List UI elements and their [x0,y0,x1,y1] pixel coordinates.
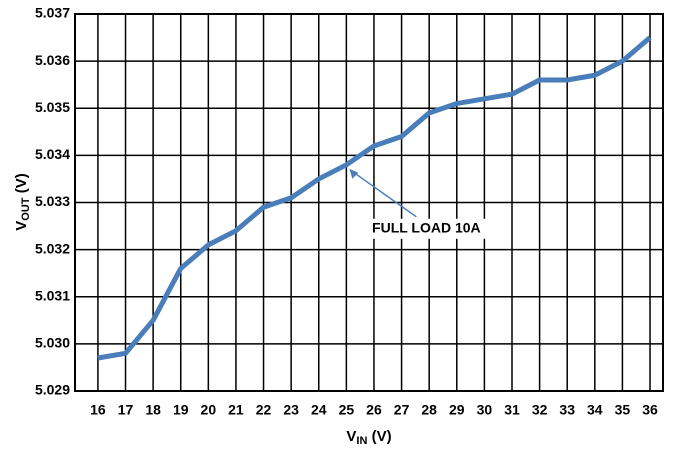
x-tick-label: 26 [366,402,382,418]
x-tick-label: 20 [201,402,217,418]
y-label-sub: OUT [20,197,32,221]
y-label-unit: (V) [13,173,30,197]
y-tick-label: 5.033 [35,193,70,209]
y-tick-label: 5.032 [35,240,70,256]
x-tick-label: 19 [173,402,189,418]
annotation: FULL LOAD 10A [372,220,481,236]
x-tick-label: 36 [642,402,658,418]
x-tick-label: 22 [256,402,272,418]
x-tick-label: 16 [90,402,106,418]
y-tick-label: 5.035 [35,99,70,115]
annotation-arrow [350,170,417,218]
y-tick-label: 5.036 [35,52,70,68]
x-tick-label: 18 [145,402,161,418]
x-tick-label: 34 [587,402,603,418]
x-label-sub: IN [356,435,367,447]
x-tick-label: 25 [339,402,355,418]
y-tick-label: 5.030 [35,335,70,351]
x-tick-label: 32 [532,402,548,418]
y-tick-label: 5.037 [35,5,70,21]
x-tick-label: 17 [118,402,134,418]
y-tick-label: 5.034 [35,146,70,162]
data-line [97,35,652,361]
x-tick-label: 24 [311,402,327,418]
x-tick-label: 23 [283,402,299,418]
x-label-unit: (V) [367,428,391,445]
x-tick-label: 35 [615,402,631,418]
x-label-main: V [346,428,356,445]
y-axis-label: VOUT (V) [13,173,32,230]
x-tick-label: 33 [559,402,575,418]
x-tick-label: 31 [504,402,520,418]
annotation-bg [356,218,497,239]
x-axis-label: VIN (V) [346,428,391,447]
x-tick-label: 29 [449,402,465,418]
x-tick-label: 30 [477,402,493,418]
arrow-head [349,168,359,179]
x-tick-label: 27 [394,402,410,418]
x-tick-label: 21 [228,402,244,418]
x-tick-label: 28 [421,402,437,418]
y-tick-label: 5.031 [35,287,70,303]
plot-frame [74,13,664,392]
y-tick-label: 5.029 [35,382,70,398]
y-label-main: V [13,221,30,231]
